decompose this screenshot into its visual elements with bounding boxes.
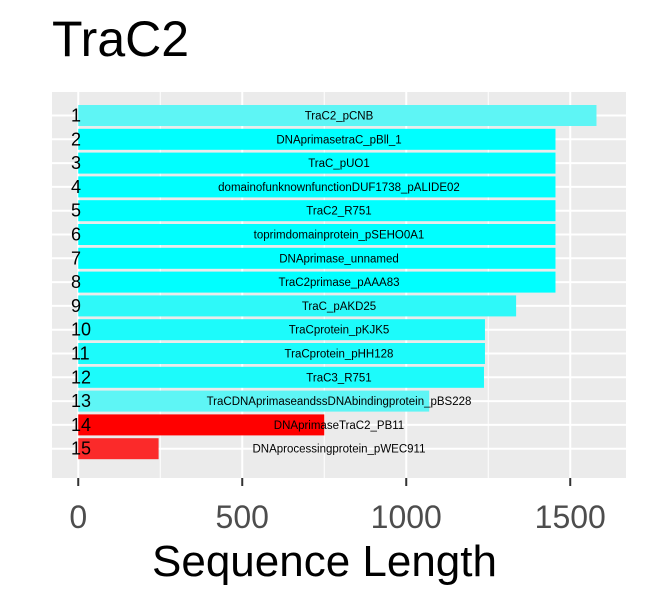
bar-label: TraC2primase_pAAA83: [278, 277, 399, 289]
bar-label: domainofunknownfunctionDUF1738_pALIDE02: [218, 182, 460, 194]
bar-label: TraC_pUO1: [308, 158, 370, 170]
category-label: 7: [71, 248, 81, 268]
bar: [78, 176, 556, 198]
bar-label: toprimdomainprotein_pSEHO0A1: [254, 230, 425, 242]
bar: [78, 343, 485, 364]
bar: [78, 152, 556, 174]
bar: [78, 366, 484, 388]
bar-label: DNAprocessingprotein_pWEC911: [252, 444, 425, 456]
category-label: 6: [71, 225, 81, 245]
bar: [78, 105, 597, 126]
bar: [78, 414, 325, 436]
bar-label: DNAprimasetraC_pBll_1: [276, 134, 401, 146]
category-label: 1: [71, 106, 81, 126]
x-tick-label: 1500: [535, 499, 606, 535]
bar-label: TraC3_R751: [306, 372, 371, 384]
bar-label: TraC_pAKD25: [302, 301, 376, 313]
bar: [78, 438, 159, 460]
bar-label: TraCprotein_pKJK5: [289, 325, 390, 337]
bars: [78, 105, 597, 460]
chart-title: TraC2: [52, 11, 190, 67]
category-label: 13: [71, 391, 91, 411]
category-label: 9: [71, 296, 81, 316]
category-label: 10: [71, 320, 91, 340]
bar: [78, 390, 430, 412]
x-tick-label: 1000: [371, 499, 442, 535]
bar: [78, 271, 556, 293]
bar: [78, 319, 485, 341]
bar: [78, 200, 556, 222]
bar: [78, 295, 517, 317]
category-label: 15: [71, 439, 91, 459]
bar: [78, 224, 556, 245]
bar-label: DNAprimase_unnamed: [279, 253, 399, 265]
category-label: 4: [71, 177, 81, 197]
bar-label: TraC2_pCNB: [305, 111, 374, 123]
category-label: 5: [71, 201, 81, 221]
x-tick-label: 0: [69, 499, 87, 535]
x-tick-label: 500: [216, 499, 269, 535]
bar: [78, 128, 556, 150]
bar-label: TraCDNAprimaseandssDNAbindingprotein_pBS…: [207, 396, 472, 408]
bar-labels: TraC2_pCNB DNAprimasetraC_pBll_1 TraC_pUO1…: [207, 111, 472, 456]
category-label: 11: [71, 344, 90, 364]
category-label: 2: [71, 129, 81, 149]
bar-label: TraCprotein_pHH128: [285, 349, 394, 361]
bar-label: DNAprimaseTraC2_PB11: [274, 420, 404, 432]
category-label: 12: [71, 367, 91, 387]
bar-label: TraC2_R751: [306, 206, 371, 218]
x-axis: 0 500 1000 1500: [69, 478, 606, 535]
x-axis-title: Sequence Length: [152, 537, 497, 586]
bar: [78, 247, 556, 269]
category-label: 14: [71, 415, 91, 435]
category-label: 8: [71, 272, 81, 292]
category-label: 3: [71, 153, 81, 173]
